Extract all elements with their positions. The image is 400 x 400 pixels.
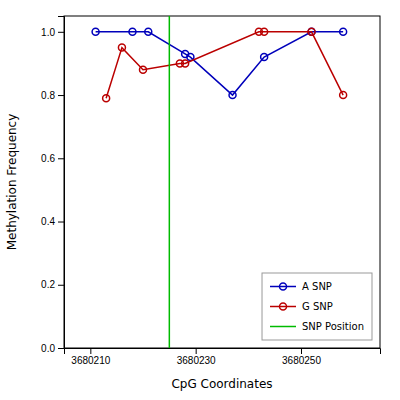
point — [261, 54, 268, 61]
tick: 1.0 — [41, 27, 64, 38]
plot-frame — [64, 16, 380, 348]
legend-swatch — [270, 326, 296, 328]
tick-mark — [58, 222, 64, 223]
tick-mark — [58, 158, 64, 159]
legend-marker — [280, 283, 287, 290]
point — [140, 66, 147, 73]
tick-mark — [58, 285, 64, 286]
point — [340, 28, 347, 35]
point — [340, 92, 347, 99]
tick-mark — [196, 348, 197, 354]
point — [182, 60, 189, 67]
tick: 0.0 — [41, 343, 64, 354]
legend-box — [262, 273, 372, 340]
legend-swatch — [270, 306, 296, 308]
tick-mark — [58, 348, 64, 349]
point — [261, 28, 268, 35]
point — [145, 28, 152, 35]
legend-item: G SNP — [270, 301, 333, 312]
legend-swatch — [270, 286, 296, 288]
tick: 0.6 — [41, 153, 64, 164]
tick-mark — [301, 348, 302, 354]
point — [103, 95, 110, 102]
tick-label: 3680230 — [177, 355, 216, 366]
legend: A SNP G SNP SNP Position — [262, 273, 372, 340]
tick-label: 1.0 — [41, 27, 55, 38]
point — [129, 28, 136, 35]
y-axis: 0.0 0.2 0.4 0.6 0.8 1.0 — [41, 17, 64, 354]
tick-label: 0.2 — [41, 279, 55, 290]
legend-label: A SNP — [302, 281, 332, 292]
tick: 3680230 — [177, 348, 216, 366]
line — [106, 32, 343, 98]
tick-label: 0.0 — [41, 343, 55, 354]
tick: 3680250 — [282, 348, 321, 366]
legend-item: SNP Position — [270, 321, 364, 332]
tick-mark — [58, 32, 64, 33]
tick-label: 3680250 — [282, 355, 321, 366]
point — [92, 28, 99, 35]
x-axis: 3680210 3680230 3680250 — [65, 348, 381, 366]
point — [308, 28, 315, 35]
axis-line — [65, 349, 381, 355]
tick-label: 3680210 — [71, 355, 110, 366]
line — [96, 32, 344, 95]
tick: 0.4 — [41, 216, 64, 227]
tick: 0.2 — [41, 279, 64, 290]
tick-label: 0.4 — [41, 216, 55, 227]
tick: 0.8 — [41, 90, 64, 101]
tick: 3680210 — [71, 348, 110, 366]
tick-mark — [90, 348, 91, 354]
legend-marker — [280, 303, 287, 310]
axis-line — [58, 17, 65, 349]
legend-item: A SNP — [270, 281, 332, 292]
reference-line — [169, 16, 171, 348]
y-axis-title: Methylation Frequency — [5, 114, 19, 251]
tick-mark — [58, 95, 64, 96]
point — [118, 44, 125, 51]
legend-label: G SNP — [302, 301, 333, 312]
plot: 3680210 3680230 3680250 0.0 0.2 0.4 0.6 0.8 1.0 A… — [41, 16, 380, 366]
legend-label: SNP Position — [302, 321, 364, 332]
chart: 3680210 3680230 3680250 0.0 0.2 0.4 0.6 0.8 1.0 A… — [0, 0, 400, 400]
x-axis-title: CpG Coordinates — [171, 377, 272, 391]
point — [229, 92, 236, 99]
tick-label: 0.6 — [41, 153, 55, 164]
tick-label: 0.8 — [41, 90, 55, 101]
